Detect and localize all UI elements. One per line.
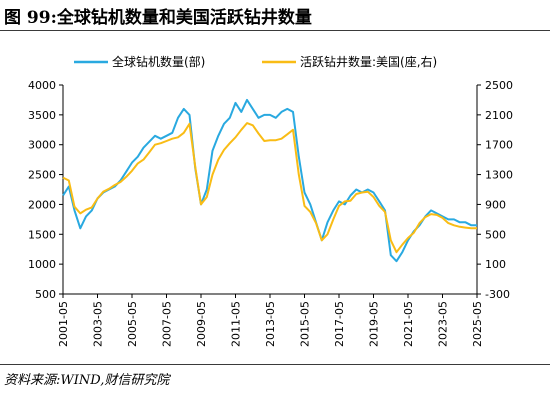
series-line-global-rigs — [62, 98, 477, 263]
figure-title: 图 99:全球钻机数量和美国活跃钻井数量 — [4, 8, 312, 28]
x-tick-label: 2017-05 — [333, 301, 346, 347]
legend-label-global: 全球钻机数量(部) — [112, 54, 205, 69]
y-right-tick-label: 2500 — [485, 79, 513, 92]
series-line-us-active-rigs — [62, 122, 477, 254]
x-tick-label: 2009-05 — [195, 301, 208, 347]
x-tick-label: 2001-05 — [57, 301, 70, 347]
title-divider — [0, 30, 550, 31]
source-divider — [0, 364, 550, 365]
y-left-tick-label: 3500 — [28, 109, 56, 122]
x-tick-label: 2019-05 — [368, 301, 381, 347]
y-left-tick-label: 500 — [35, 288, 56, 301]
y-right-tick-label: -300 — [485, 288, 510, 301]
y-left-tick-label: 2500 — [28, 169, 56, 182]
legend-label-us: 活跃钻井数量:美国(座,右) — [300, 54, 437, 69]
x-tick-label: 2021-05 — [402, 301, 415, 347]
chart: 全球钻机数量(部) 活跃钻井数量:美国(座,右) 500 1000 1500 2000… — [28, 54, 513, 347]
y-right-tick-label: 500 — [485, 228, 506, 241]
x-tick-label: 2007-05 — [161, 301, 174, 347]
y-left-tick-label: 3000 — [28, 139, 56, 152]
y-left-tick-label: 2000 — [28, 198, 56, 211]
x-tick-label: 2025-05 — [471, 301, 484, 347]
x-tick-label: 2011-05 — [230, 301, 243, 347]
plot-lines — [62, 98, 477, 263]
y-right-tick-label: 2100 — [485, 109, 513, 122]
x-tick-label: 2003-05 — [92, 301, 105, 347]
y-right-tick-label: 100 — [485, 258, 506, 271]
x-tick-label: 2015-05 — [299, 301, 312, 347]
y-right-tick-label: 900 — [485, 198, 506, 211]
legend: 全球钻机数量(部) 活跃钻井数量:美国(座,右) — [74, 54, 437, 69]
y-left-tick-label: 1000 — [28, 258, 56, 271]
figure-title-bar: 图 99:全球钻机数量和美国活跃钻井数量 — [0, 0, 550, 30]
y-left-tick-label: 4000 — [28, 79, 56, 92]
x-tick-label: 2013-05 — [264, 301, 277, 347]
x-tick-label: 2005-05 — [126, 301, 139, 347]
y-left-tick-label: 1500 — [28, 228, 56, 241]
y-right-tick-label: 1700 — [485, 139, 513, 152]
y-right-tick-label: 1300 — [485, 169, 513, 182]
source-note: 资料来源:WIND,财信研究院 — [4, 373, 170, 388]
x-tick-label: 2023-05 — [437, 301, 450, 347]
axes: 500 1000 1500 2000 2500 3000 3500 4000 -300 100 50… — [28, 79, 513, 347]
